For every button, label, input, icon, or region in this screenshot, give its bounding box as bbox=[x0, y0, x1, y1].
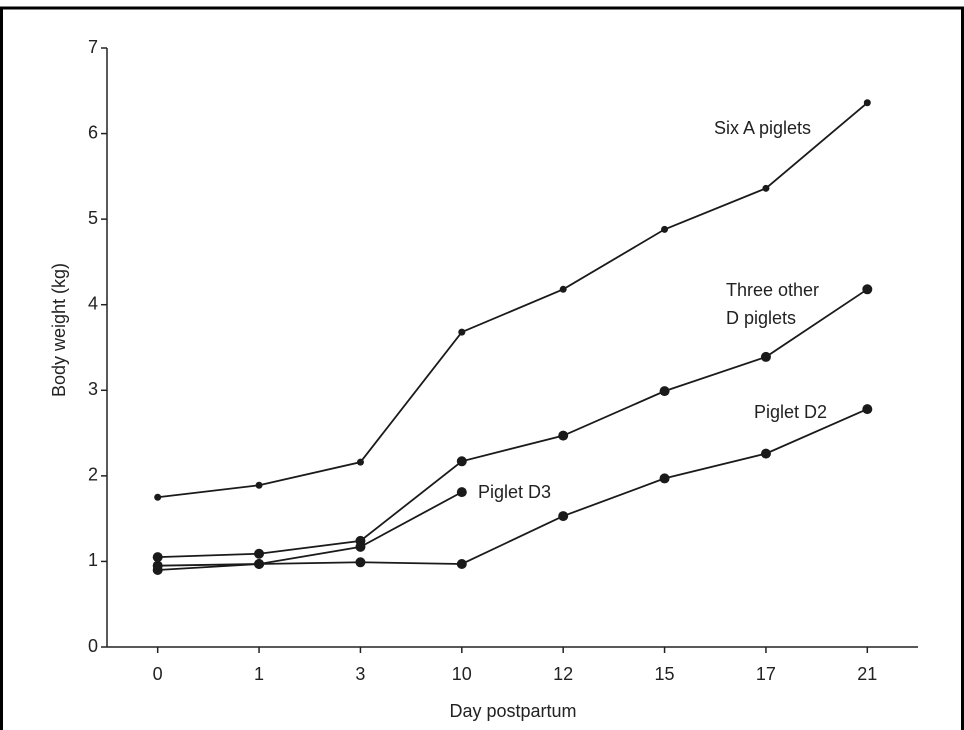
series-line bbox=[157, 408, 868, 571]
data-point bbox=[661, 225, 669, 233]
series-line bbox=[157, 102, 868, 499]
data-point bbox=[456, 456, 467, 467]
series-line bbox=[157, 491, 463, 567]
frame bbox=[0, 6, 964, 730]
data-point bbox=[355, 557, 366, 568]
series-label: Piglet D2 bbox=[754, 402, 828, 422]
data-point bbox=[355, 541, 366, 552]
data-point bbox=[659, 473, 670, 484]
y-tick-label: 4 bbox=[88, 293, 98, 313]
y-tick-label: 7 bbox=[88, 37, 98, 57]
y-tick-label: 3 bbox=[88, 379, 98, 399]
data-point bbox=[154, 493, 162, 501]
x-axis-title: Day postpartum bbox=[449, 701, 576, 721]
series-label: Six A piglets bbox=[714, 118, 812, 138]
y-tick-label: 5 bbox=[88, 208, 98, 228]
data-point bbox=[659, 386, 670, 397]
y-tick-label: 0 bbox=[88, 636, 98, 656]
data-point bbox=[456, 558, 467, 569]
x-tick-label: 15 bbox=[655, 664, 675, 684]
data-point bbox=[760, 351, 771, 362]
series-label: Piglet D3 bbox=[478, 482, 552, 502]
x-tick-label: 1 bbox=[254, 664, 264, 684]
series-line bbox=[157, 288, 868, 559]
data-point bbox=[254, 558, 265, 569]
data-point bbox=[862, 404, 873, 415]
x-tick-label: 3 bbox=[355, 664, 365, 684]
data-point bbox=[862, 284, 873, 295]
x-tick-label: 0 bbox=[153, 664, 163, 684]
data-point bbox=[558, 511, 569, 522]
data-point bbox=[254, 548, 265, 559]
data-point bbox=[863, 99, 871, 107]
y-tick-label: 2 bbox=[88, 465, 98, 485]
data-point bbox=[558, 430, 569, 441]
x-tick-label: 12 bbox=[553, 664, 573, 684]
data-point bbox=[255, 481, 263, 489]
data-point bbox=[458, 328, 466, 336]
data-point bbox=[456, 487, 467, 498]
y-tick-label: 1 bbox=[88, 550, 98, 570]
data-point bbox=[762, 184, 770, 192]
x-tick-label: 21 bbox=[857, 664, 877, 684]
y-tick-label: 6 bbox=[88, 122, 98, 142]
series-label: Three other D piglets bbox=[726, 280, 820, 328]
x-tick-label: 17 bbox=[756, 664, 776, 684]
x-tick-label: 10 bbox=[452, 664, 472, 684]
data-point bbox=[356, 458, 364, 466]
data-point bbox=[559, 285, 567, 293]
data-point bbox=[152, 552, 163, 563]
data-point bbox=[760, 448, 771, 459]
data-point bbox=[152, 560, 163, 571]
y-axis-title: Body weight (kg) bbox=[49, 263, 69, 397]
